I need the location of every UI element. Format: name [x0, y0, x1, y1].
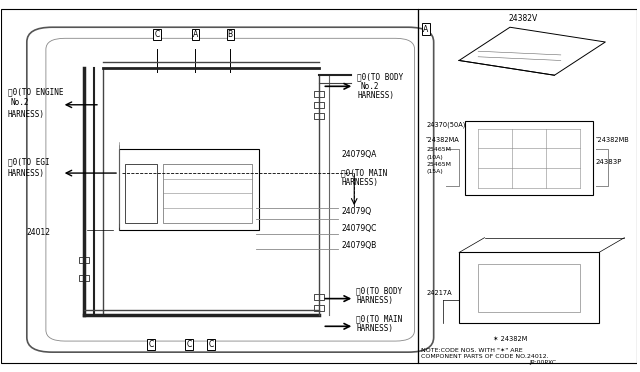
Text: ‶24382MB: ‶24382MB — [596, 137, 630, 143]
Text: COMPONENT PARTS OF CODE NO.24012.: COMPONENT PARTS OF CODE NO.24012. — [421, 354, 548, 359]
Text: No.2: No.2 — [11, 99, 29, 108]
Text: 24012: 24012 — [27, 228, 51, 237]
Bar — [314, 305, 324, 311]
Text: 25465M: 25465M — [426, 162, 451, 167]
Text: 24079QC: 24079QC — [342, 224, 377, 233]
Text: B: B — [228, 30, 233, 39]
Bar — [314, 294, 324, 300]
Text: ␑0(TO BODY: ␑0(TO BODY — [356, 287, 403, 296]
Text: JP:00PXC.: JP:00PXC. — [529, 360, 558, 365]
Text: ␀0(TO ENGINE: ␀0(TO ENGINE — [8, 87, 63, 96]
Text: ✶ 24382M: ✶ 24382M — [493, 336, 527, 342]
Text: A: A — [424, 25, 429, 33]
Text: 25465M: 25465M — [426, 147, 451, 151]
Text: 24382V: 24382V — [508, 13, 538, 22]
Bar — [478, 263, 580, 311]
Bar — [125, 164, 157, 223]
Text: C: C — [186, 340, 191, 349]
Bar — [459, 253, 599, 323]
Bar — [314, 113, 324, 119]
Text: (10A): (10A) — [426, 155, 443, 160]
Text: ‶24382MA: ‶24382MA — [426, 137, 460, 143]
Text: No.2: No.2 — [360, 82, 379, 91]
Text: 24079Q: 24079Q — [342, 207, 372, 217]
Text: ␄0(TO MAIN: ␄0(TO MAIN — [342, 169, 388, 177]
Text: HARNESS): HARNESS) — [8, 109, 45, 119]
Text: 24383P: 24383P — [596, 159, 622, 165]
Text: ␒0(TO BODY: ␒0(TO BODY — [357, 73, 404, 81]
Text: C: C — [148, 340, 154, 349]
Bar — [1, 9, 418, 363]
Text: 24079QB: 24079QB — [342, 241, 377, 250]
Text: HARNESS): HARNESS) — [356, 296, 393, 305]
Text: ␁0(TO EGI: ␁0(TO EGI — [8, 157, 49, 167]
Bar — [79, 257, 89, 263]
Text: HARNESS): HARNESS) — [8, 169, 45, 177]
Text: 24079QA: 24079QA — [342, 150, 377, 159]
Bar — [465, 121, 593, 195]
Text: C: C — [209, 340, 214, 349]
Text: (15A): (15A) — [426, 170, 443, 174]
Bar — [314, 102, 324, 108]
Text: HARNESS): HARNESS) — [356, 324, 393, 333]
Text: A: A — [193, 30, 198, 39]
Text: HARNESS): HARNESS) — [357, 91, 394, 100]
Bar — [314, 91, 324, 97]
Text: 24217A: 24217A — [426, 290, 452, 296]
Bar — [163, 164, 253, 223]
Text: ␉0(TO MAIN: ␉0(TO MAIN — [356, 314, 403, 323]
Bar — [418, 9, 637, 363]
Text: HARNESS): HARNESS) — [342, 178, 378, 187]
Bar — [119, 149, 259, 230]
Text: 24370(50A): 24370(50A) — [426, 122, 465, 128]
Text: C: C — [154, 30, 160, 39]
Text: NOTE:CODE NOS. WITH "✶" ARE: NOTE:CODE NOS. WITH "✶" ARE — [421, 348, 523, 353]
Bar — [79, 275, 89, 281]
